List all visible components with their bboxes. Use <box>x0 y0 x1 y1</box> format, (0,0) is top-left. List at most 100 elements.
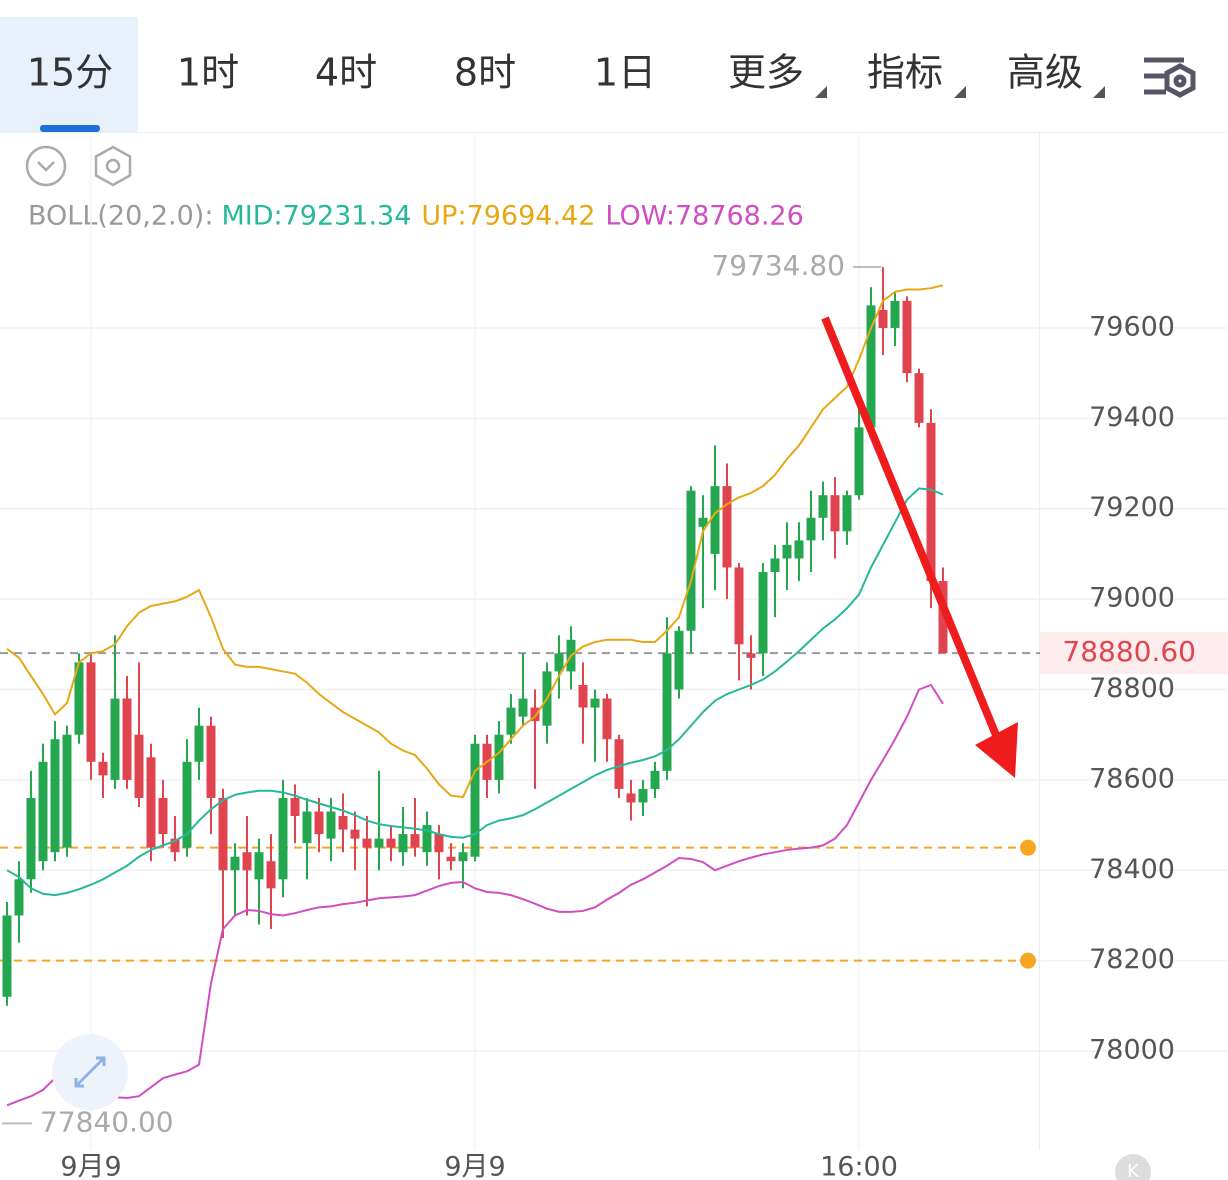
active-tab-bg <box>0 17 138 132</box>
y-tick-label: 78800 <box>1089 673 1175 704</box>
collapse-icon[interactable] <box>25 145 67 187</box>
candle-body <box>506 707 516 735</box>
expand-button[interactable] <box>52 1034 128 1110</box>
candle-body <box>734 567 744 645</box>
candle-body <box>854 427 864 496</box>
candle-body <box>914 373 924 423</box>
indicator-legend: MID:79231.34 <box>221 201 411 232</box>
candle-body <box>74 662 84 735</box>
y-tick-label: 79000 <box>1089 583 1175 614</box>
candle-body <box>290 797 300 817</box>
candle-body <box>686 490 696 631</box>
dropdown-marks <box>815 86 1105 98</box>
candle-body <box>818 495 828 518</box>
candle-body <box>746 653 756 658</box>
candle-body <box>146 757 156 848</box>
candle-body <box>38 761 48 862</box>
candle-body <box>86 662 96 762</box>
candle-body <box>206 725 216 798</box>
tab[interactable]: 更多 <box>728 51 804 95</box>
y-tick-label: 79600 <box>1089 311 1175 342</box>
candle-body <box>806 517 816 541</box>
candle-body <box>434 834 444 853</box>
x-tick-label: 9月9 <box>60 1152 121 1180</box>
candle-body <box>386 838 396 848</box>
candle-body <box>458 852 468 862</box>
last-price-bg <box>1040 632 1228 675</box>
boll-line <box>6 284 944 799</box>
tab[interactable]: 指标 <box>867 51 943 95</box>
candle-body <box>494 734 504 780</box>
candle-body <box>314 811 324 835</box>
candle-body <box>710 486 720 554</box>
indicator-legend: UP:79694.42 <box>421 201 595 232</box>
level-dot <box>1020 839 1036 856</box>
indicator-legend: LOW:78768.26 <box>605 201 803 232</box>
candle-body <box>374 838 384 848</box>
candle-body <box>614 739 624 789</box>
candle-body <box>926 422 936 582</box>
candle-body <box>182 761 192 848</box>
candle-body <box>362 838 372 848</box>
candle-body <box>2 915 12 997</box>
min-marker-label: 77840.00 <box>40 1105 174 1138</box>
candle-body <box>554 653 564 672</box>
y-tick-label: 78200 <box>1089 944 1175 975</box>
boll-line <box>6 683 944 1107</box>
candle-body <box>350 829 360 839</box>
candle-body <box>218 797 228 871</box>
tab[interactable]: 8时 <box>454 51 516 95</box>
candle-body <box>326 811 336 839</box>
x-tick-label: 9月9 <box>444 1152 505 1180</box>
candle-body <box>698 517 708 527</box>
candle-body <box>230 856 240 871</box>
candle-body <box>158 797 168 835</box>
candle-body <box>410 834 420 848</box>
tab[interactable]: 15分 <box>27 51 113 95</box>
candle-body <box>674 630 684 690</box>
active-tab-underline <box>40 125 100 132</box>
trend-arrow <box>821 316 1018 778</box>
last-price-label: 78880.60 <box>1062 635 1196 668</box>
candle-body <box>890 300 900 328</box>
candle-body <box>302 811 312 844</box>
candle-body <box>26 797 36 880</box>
tab[interactable]: 1日 <box>594 51 656 95</box>
candle-body <box>398 834 408 853</box>
candle-body <box>422 825 432 853</box>
candle-body <box>794 540 804 559</box>
level-dot <box>1020 952 1036 969</box>
boll-line <box>6 487 944 897</box>
candle-body <box>842 495 852 532</box>
y-tick-label: 78000 <box>1089 1035 1175 1066</box>
candle-body <box>110 698 120 780</box>
indicator-settings-icon[interactable] <box>94 145 132 187</box>
candle-body <box>638 788 648 803</box>
candle-body <box>578 684 588 708</box>
indicator-label: BOLL(20,2.0): <box>28 201 213 232</box>
candle-body <box>938 581 948 654</box>
candle-body <box>14 879 24 916</box>
y-tick-label: 79400 <box>1089 402 1175 433</box>
candle-body <box>134 734 144 798</box>
tab[interactable]: 1时 <box>177 51 239 95</box>
candle-body <box>782 544 792 559</box>
y-tick-label: 78400 <box>1089 854 1175 885</box>
candle-body <box>242 852 252 871</box>
candle-body <box>866 305 876 428</box>
candle-body <box>602 698 612 740</box>
candle-body <box>902 300 912 374</box>
candle-body <box>530 707 540 722</box>
kline-button[interactable]: K <box>1115 1154 1151 1180</box>
tab[interactable]: 4时 <box>315 51 377 95</box>
candle-body <box>98 761 108 776</box>
candle-body <box>122 698 132 780</box>
candle-body <box>878 309 888 328</box>
candle-body <box>626 793 636 803</box>
candle-body <box>650 770 660 789</box>
max-marker-label: 79734.80 <box>711 249 845 282</box>
candle-body <box>758 572 768 654</box>
settings-icon[interactable] <box>1144 57 1196 98</box>
tab[interactable]: 高级 <box>1007 51 1083 95</box>
